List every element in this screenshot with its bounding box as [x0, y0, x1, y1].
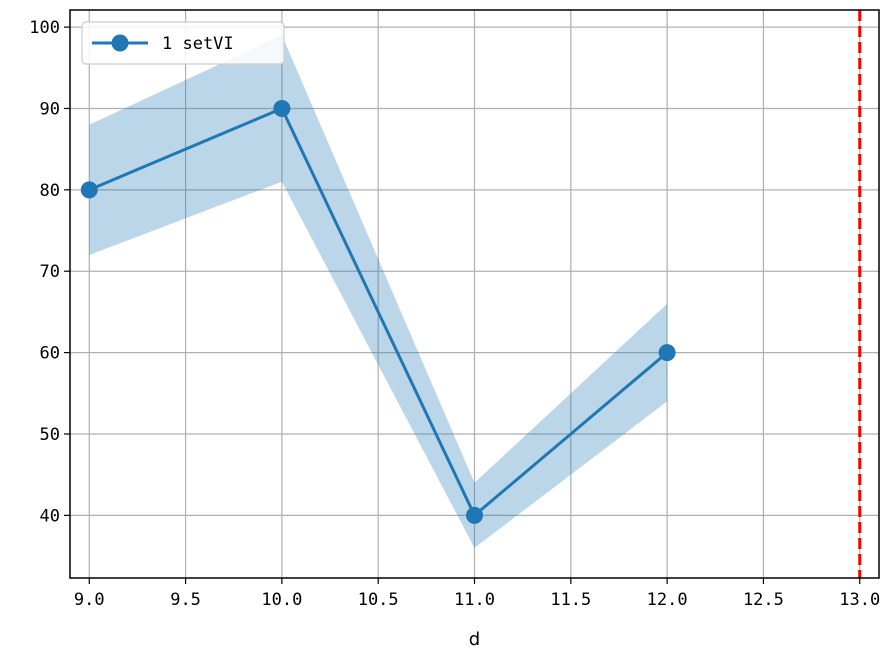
confidence-bands — [89, 35, 668, 548]
y-tick-label: 60 — [40, 344, 60, 364]
x-tick-label: 12.5 — [743, 590, 784, 610]
y-tick-label: 100 — [29, 18, 60, 38]
grid — [70, 10, 879, 578]
x-axis-title: d — [469, 629, 480, 650]
series-line-0 — [88, 106, 669, 517]
y-tick-label: 40 — [40, 506, 60, 526]
data-point — [466, 506, 483, 524]
x-tick-label: 9.0 — [74, 590, 105, 610]
x-tick-label: 11.0 — [454, 590, 495, 610]
x-tick-label: 10.5 — [358, 590, 399, 610]
confidence-band-0 — [89, 35, 668, 548]
y-tick-label: 70 — [40, 262, 60, 282]
x-tick-label: 9.5 — [170, 590, 201, 610]
x-tick-label: 13.0 — [839, 590, 880, 610]
y-tick-label: 80 — [40, 181, 60, 201]
legend: 1 setVI — [81, 21, 285, 65]
legend-label: 1 setVI — [162, 34, 234, 54]
x-tick-label: 12.0 — [647, 590, 688, 610]
data-point — [273, 99, 291, 117]
y-tick-label: 90 — [40, 99, 60, 119]
legend-marker — [111, 34, 129, 52]
data-point — [80, 181, 98, 199]
x-tick-label: 10.0 — [261, 590, 302, 610]
ticks: 9.0 9.5 10.0 10.5 11.0 11.5 12.0 12.5 13.0 40 50 60… — [29, 18, 880, 610]
data-point — [658, 344, 676, 362]
y-tick-label: 50 — [40, 425, 60, 445]
legend-box — [81, 21, 285, 65]
series-layer — [80, 99, 676, 524]
x-tick-label: 11.5 — [550, 590, 591, 610]
